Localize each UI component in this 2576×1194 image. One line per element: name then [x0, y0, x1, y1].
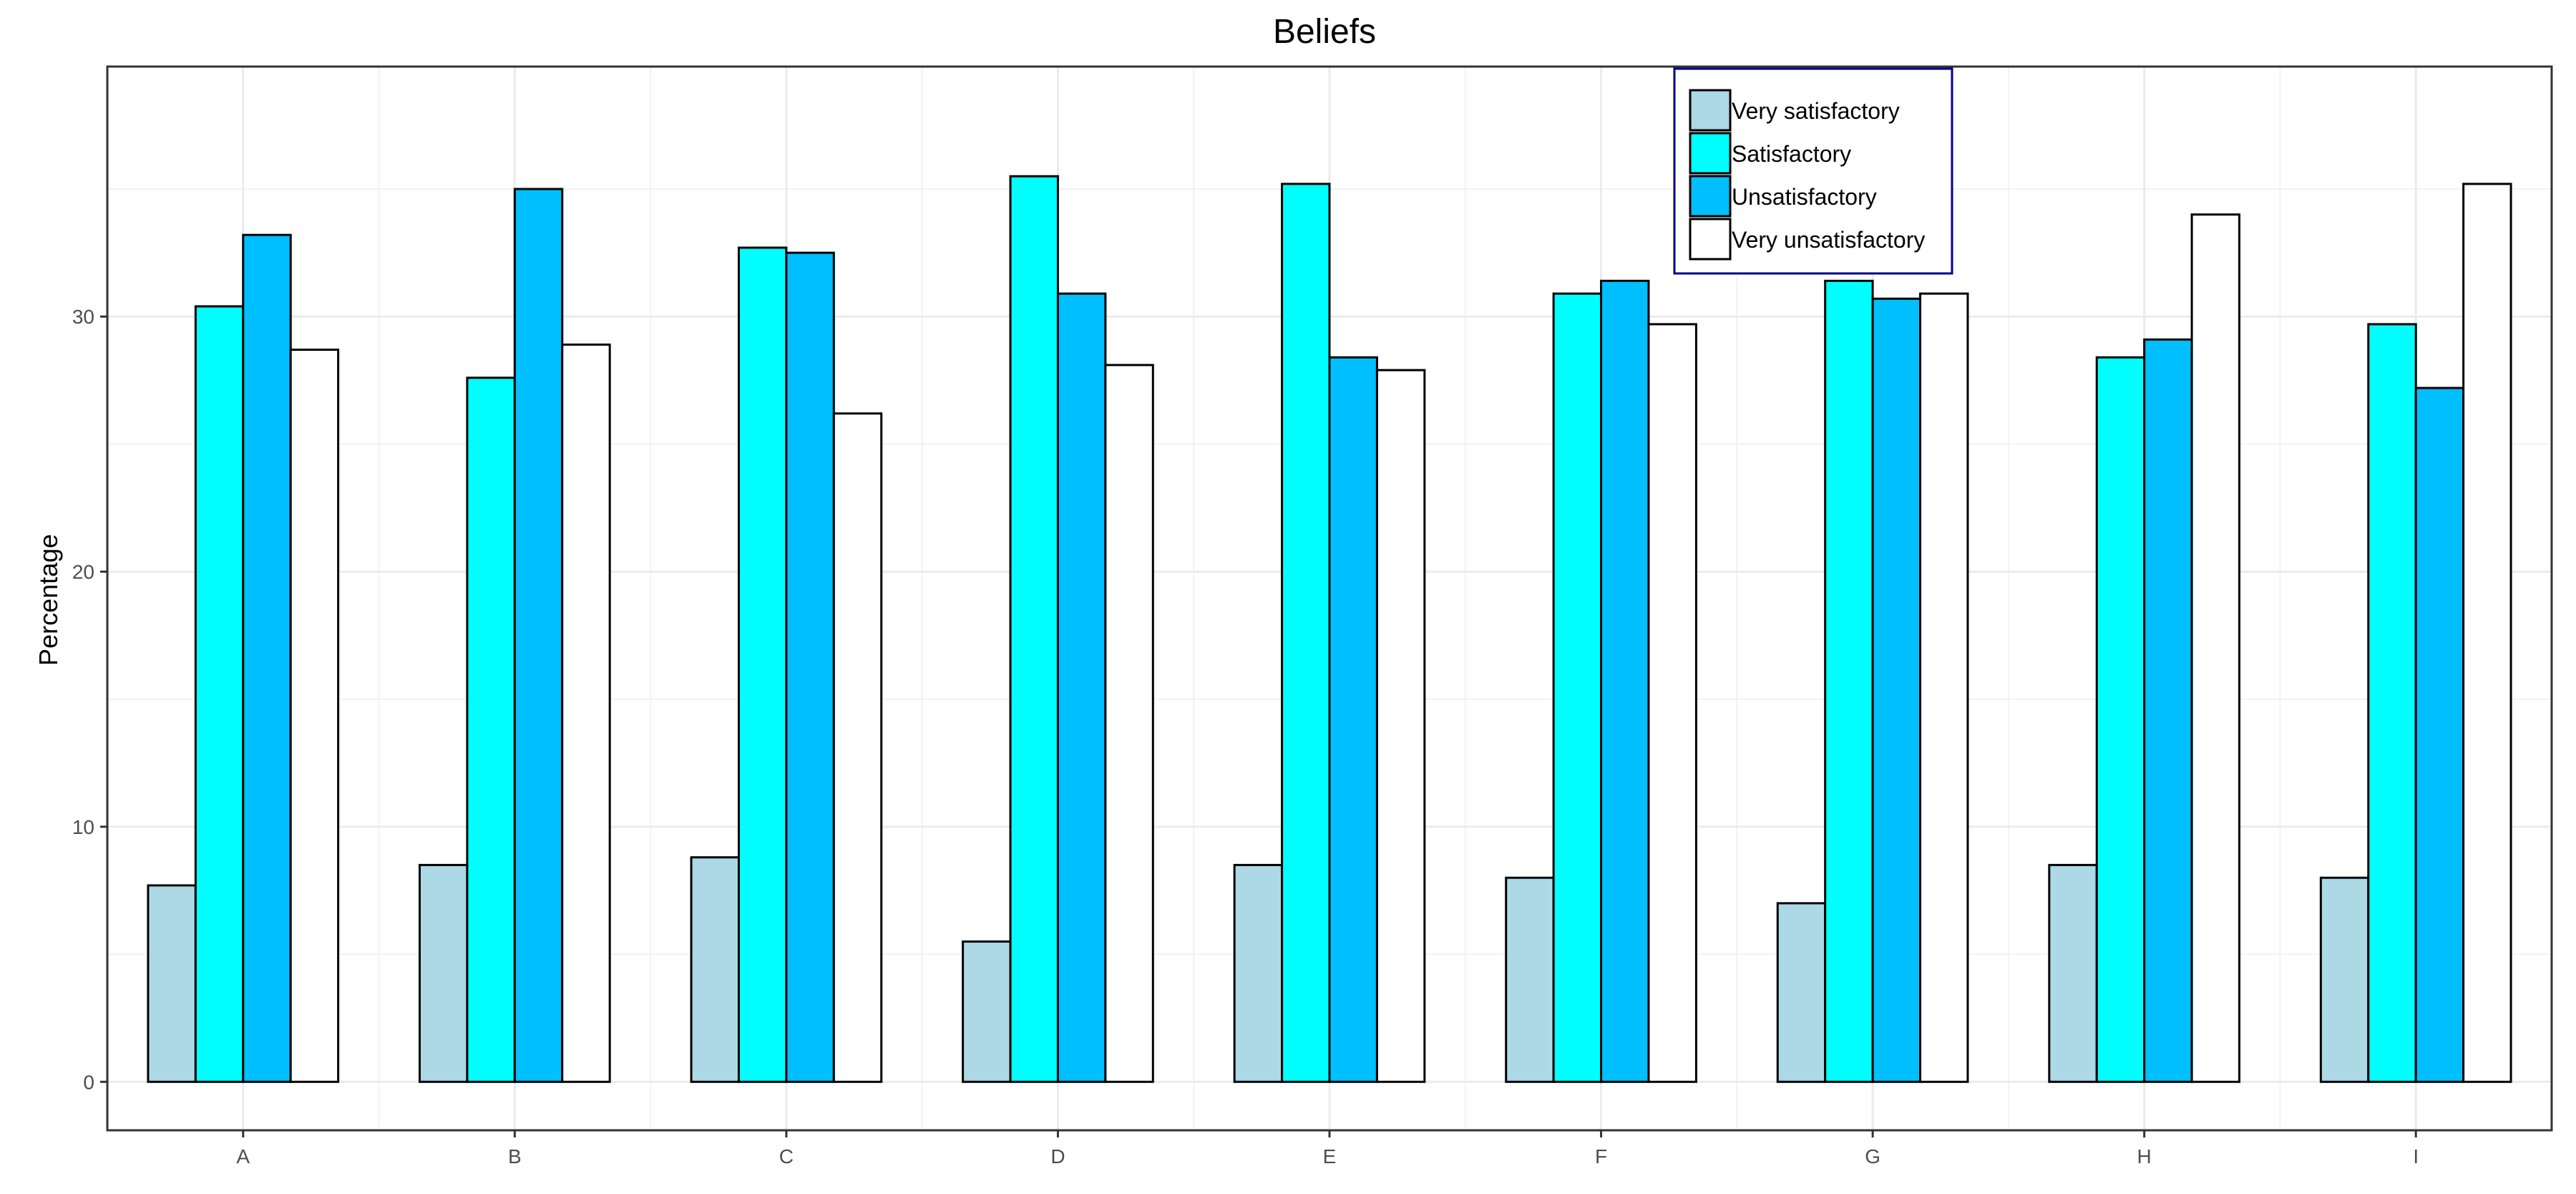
legend-key-unsatisfactory — [1689, 175, 1732, 218]
y-tick-label: 20 — [72, 561, 94, 583]
legend-label-unsatisfactory: Unsatisfactory — [1732, 184, 1877, 210]
bar-very-satisfactory-h — [2048, 863, 2098, 1083]
bar-very-unsatisfactory-g — [1919, 292, 1969, 1083]
bar-very-satisfactory-i — [2319, 876, 2370, 1083]
axes: 0 10 20 30 A B C D E F G H I — [72, 306, 2419, 1168]
bar-very-unsatisfactory-h — [2190, 213, 2241, 1083]
bar-very-unsatisfactory-f — [1647, 323, 1697, 1083]
bar-unsatisfactory-d — [1056, 292, 1107, 1083]
legend-label-very-satisfactory: Very satisfactory — [1732, 98, 1900, 124]
bar-very-unsatisfactory-e — [1375, 369, 1426, 1083]
bar-very-unsatisfactory-b — [561, 343, 611, 1083]
y-axis-title: Percentage — [34, 534, 63, 666]
bar-unsatisfactory-c — [785, 251, 835, 1083]
bars — [147, 175, 2512, 1083]
chart-title: Beliefs — [1273, 13, 1376, 51]
bar-satisfactory-g — [1824, 279, 1874, 1083]
bar-very-satisfactory-b — [418, 863, 469, 1083]
x-tick-label: I — [2413, 1145, 2419, 1168]
bar-very-unsatisfactory-i — [2462, 183, 2512, 1083]
bar-satisfactory-f — [1552, 292, 1603, 1083]
bar-satisfactory-h — [2095, 356, 2146, 1083]
x-tick-label: B — [508, 1145, 522, 1168]
bar-very-satisfactory-a — [147, 884, 197, 1083]
bar-satisfactory-a — [194, 305, 245, 1083]
x-tick-label: D — [1050, 1145, 1065, 1168]
legend: Very satisfactory Satisfactory Unsatisfact… — [1673, 67, 1953, 275]
bar-satisfactory-d — [1009, 175, 1059, 1083]
bar-satisfactory-e — [1281, 183, 1331, 1083]
bar-very-satisfactory-g — [1776, 902, 1827, 1083]
legend-label-very-unsatisfactory: Very unsatisfactory — [1732, 227, 1925, 253]
bar-very-satisfactory-e — [1233, 863, 1284, 1083]
x-tick-label: C — [779, 1145, 794, 1168]
x-tick-label: A — [236, 1145, 250, 1168]
legend-key-very-unsatisfactory — [1689, 218, 1732, 261]
bar-unsatisfactory-g — [1871, 297, 1922, 1083]
bar-unsatisfactory-f — [1600, 279, 1650, 1083]
bar-unsatisfactory-h — [2143, 338, 2193, 1083]
y-tick-label: 30 — [72, 306, 94, 328]
legend-label-satisfactory: Satisfactory — [1732, 141, 1851, 167]
legend-key-satisfactory — [1689, 132, 1732, 175]
bar-very-satisfactory-d — [962, 940, 1012, 1083]
x-tick-label: G — [1865, 1145, 1880, 1168]
bar-very-unsatisfactory-c — [832, 412, 883, 1083]
bar-unsatisfactory-b — [513, 188, 564, 1083]
y-tick-label: 0 — [83, 1071, 94, 1093]
bar-satisfactory-b — [466, 377, 516, 1083]
x-tick-label: F — [1595, 1145, 1607, 1168]
bar-unsatisfactory-a — [242, 233, 292, 1083]
bar-very-satisfactory-c — [690, 856, 740, 1083]
bar-very-unsatisfactory-a — [289, 349, 340, 1083]
y-tick-label: 10 — [72, 816, 94, 838]
bar-very-unsatisfactory-d — [1104, 364, 1154, 1083]
bar-unsatisfactory-e — [1328, 356, 1378, 1083]
legend-key-very-satisfactory — [1689, 89, 1732, 132]
bar-satisfactory-i — [2367, 323, 2417, 1083]
bar-unsatisfactory-i — [2414, 387, 2465, 1083]
bar-very-satisfactory-f — [1505, 876, 1555, 1083]
x-tick-label: H — [2137, 1145, 2152, 1168]
x-tick-label: E — [1323, 1145, 1337, 1168]
bar-satisfactory-c — [737, 246, 788, 1083]
